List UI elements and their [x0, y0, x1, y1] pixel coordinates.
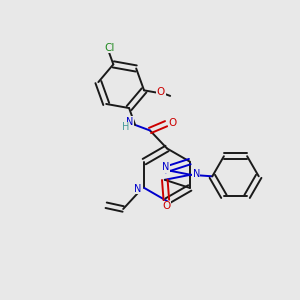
Text: O: O [168, 118, 176, 128]
Text: O: O [157, 87, 165, 97]
Text: N: N [162, 162, 169, 172]
Text: O: O [162, 201, 170, 211]
Text: N: N [134, 184, 141, 194]
Text: N: N [126, 117, 133, 127]
Text: N: N [193, 169, 200, 179]
Text: H: H [122, 122, 129, 132]
Text: Cl: Cl [105, 43, 115, 52]
